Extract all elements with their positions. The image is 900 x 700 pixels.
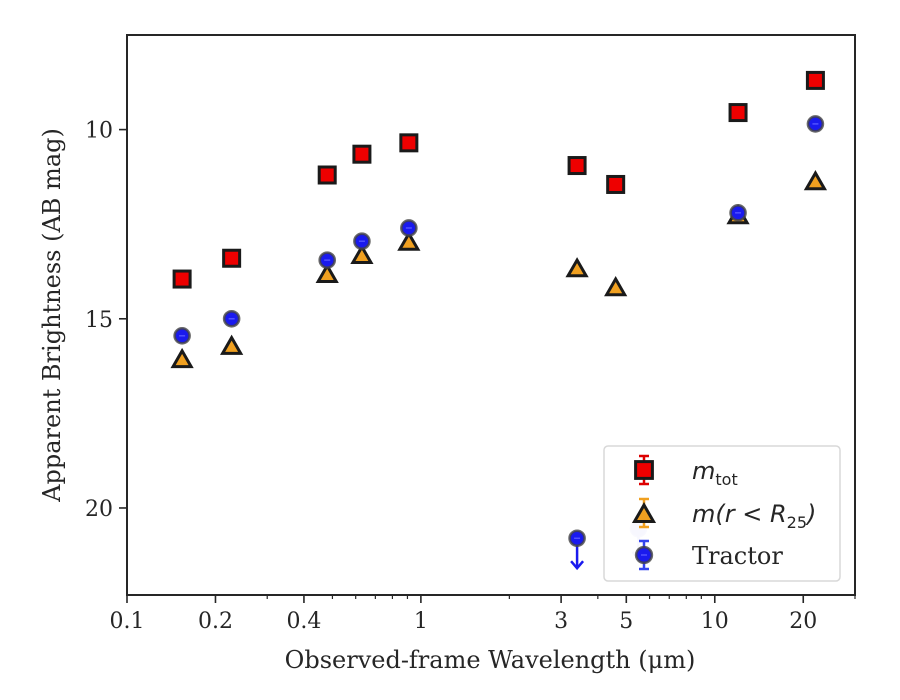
legend-label: m(r < R25) bbox=[692, 500, 816, 532]
x-tick-label: 0.2 bbox=[198, 609, 233, 634]
point-m_tot bbox=[222, 248, 242, 268]
series-tractor bbox=[173, 115, 825, 571]
x-tick-label: 3 bbox=[554, 609, 568, 634]
legend-marker bbox=[631, 502, 657, 523]
point-m_r25 bbox=[397, 230, 421, 251]
point-m_tot bbox=[567, 156, 587, 176]
point-m_r25 bbox=[350, 243, 374, 265]
legend-entry-m_r25: m(r < R25) bbox=[631, 497, 816, 532]
point-m_tot bbox=[728, 103, 748, 123]
upper-limit-arrow-head bbox=[570, 560, 585, 571]
point-m_tot bbox=[172, 269, 192, 289]
x-tick-label: 10 bbox=[701, 609, 729, 634]
point-m_r25 bbox=[315, 262, 339, 283]
legend-entry-m_tot: mtot bbox=[634, 454, 738, 489]
x-tick-label: 0.1 bbox=[110, 609, 145, 634]
y-tick-label: 10 bbox=[85, 119, 113, 144]
legend-label: mtot bbox=[692, 457, 738, 489]
x-axis-label: Observed-frame Wavelength (μm) bbox=[285, 646, 696, 674]
point-m_r25 bbox=[220, 334, 244, 355]
point-m_tot bbox=[606, 174, 626, 194]
series-m_r25 bbox=[170, 170, 828, 369]
point-m_tot bbox=[805, 70, 825, 90]
y-tick-label: 20 bbox=[85, 497, 113, 522]
y-tick-label: 15 bbox=[85, 308, 113, 333]
x-tick-label: 20 bbox=[789, 609, 817, 634]
plot-frame bbox=[126, 34, 856, 596]
y-axis-label: Apparent Brightness (AB mag) bbox=[38, 128, 66, 503]
legend-marker bbox=[634, 460, 654, 480]
x-tick-label: 5 bbox=[619, 609, 633, 634]
point-m_tot bbox=[399, 133, 419, 153]
legend-box bbox=[603, 445, 841, 582]
x-tick-label: 1 bbox=[414, 609, 428, 634]
axes: 0.1 0.2 0.4 1 3 5 10 20 10 15 20 bbox=[85, 34, 856, 634]
point-m_tot bbox=[317, 165, 337, 185]
series-m_tot bbox=[172, 70, 825, 289]
legend: mtot m(r < R25) Tractor bbox=[603, 445, 841, 582]
x-tick-label: 0.4 bbox=[286, 609, 321, 634]
point-m_r25 bbox=[604, 276, 628, 297]
point-m_r25 bbox=[170, 347, 194, 369]
legend-label: Tractor bbox=[692, 542, 783, 570]
point-m_r25 bbox=[565, 257, 589, 278]
legend-entry-tractor: Tractor bbox=[634, 539, 783, 571]
point-m_r25 bbox=[803, 170, 828, 191]
point-m_tot bbox=[352, 144, 372, 164]
